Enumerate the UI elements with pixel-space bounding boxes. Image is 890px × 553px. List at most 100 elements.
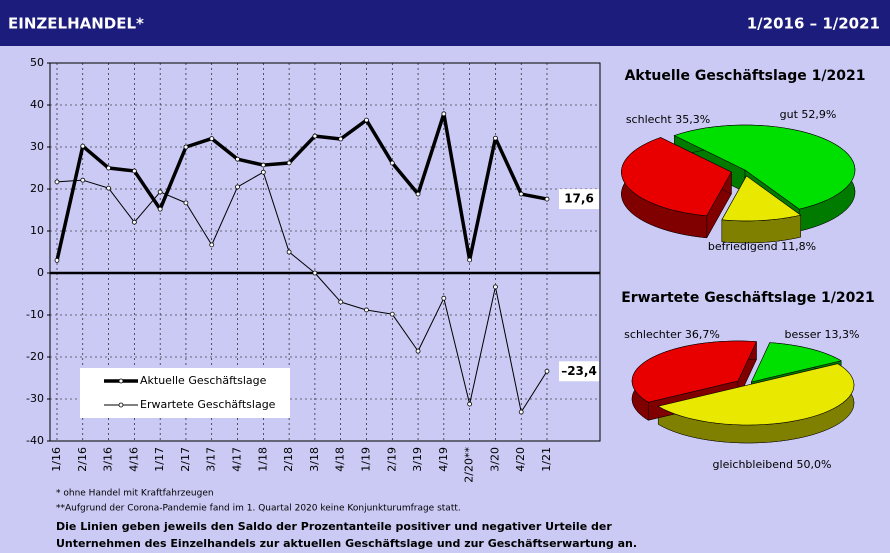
point <box>157 206 163 212</box>
point <box>183 200 189 206</box>
y-tick-label: 50 <box>30 56 44 69</box>
point <box>54 179 60 185</box>
value-label: 17,6 <box>564 192 594 206</box>
pie-slice <box>750 342 842 383</box>
point <box>441 111 447 117</box>
y-tick-label: 20 <box>30 182 44 195</box>
x-tick-label: 2/19 <box>385 447 398 472</box>
note: Unternehmen des Einzelhandels zur aktuel… <box>56 537 637 550</box>
pie-label: besser 13,3% <box>785 328 860 341</box>
point <box>131 168 137 174</box>
point <box>235 156 240 162</box>
value-label: –23,4 <box>561 364 597 378</box>
header-title: EINZELHANDEL* <box>8 15 144 33</box>
point <box>544 368 550 374</box>
legend-box <box>80 368 290 418</box>
footnote: **Aufgrund der Corona-Pandemie fand im 1… <box>56 504 461 514</box>
x-tick-label: 2/20** <box>463 447 476 483</box>
x-tick-label: 2/17 <box>179 447 192 472</box>
series-line <box>55 112 548 262</box>
pie-slice <box>631 340 757 403</box>
pie-label-value: 52,9% <box>801 108 836 121</box>
x-tick-label: 4/20 <box>514 447 527 472</box>
pie-label-category: schlechter <box>624 328 685 341</box>
point <box>183 144 189 150</box>
x-tick-label: 2/16 <box>76 447 89 472</box>
x-tick-label: 4/16 <box>127 447 140 472</box>
pie-tops <box>631 340 855 426</box>
pie-label: befriedigend 11,8% <box>708 240 816 253</box>
y-tick-label: -20 <box>26 350 44 363</box>
x-tick-label: 4/17 <box>231 447 244 472</box>
x-tick-label: 1/19 <box>359 447 372 472</box>
pie-label-category: schlecht <box>626 113 675 126</box>
y-tick-label: 30 <box>30 140 44 153</box>
legend-label: Aktuelle Geschäftslage <box>140 374 267 387</box>
y-tick-label: 10 <box>30 224 44 237</box>
point <box>415 191 421 197</box>
pie-label-value: 36,7% <box>685 328 720 341</box>
y-tick-label: -30 <box>26 392 44 405</box>
pie-label: schlecht 35,3% <box>626 113 710 126</box>
x-tick-label: 4/19 <box>437 447 450 472</box>
x-tick-label: 3/16 <box>102 447 115 472</box>
point <box>389 311 395 317</box>
pie-slice <box>721 175 802 222</box>
point <box>467 401 473 407</box>
x-tick-label: 1/17 <box>153 447 166 472</box>
point <box>235 184 240 190</box>
x-tick-label: 4/18 <box>334 447 347 472</box>
legend-marker <box>118 378 124 384</box>
header-bar <box>0 0 890 46</box>
pie-title: Erwartete Geschäftslage 1/2021 <box>621 290 875 306</box>
series-line <box>56 171 548 413</box>
pie-label-value: 13,3% <box>825 328 860 341</box>
pie-slice <box>673 124 856 210</box>
pie-label-category: gleichbleibend <box>713 458 797 471</box>
pie-slice <box>657 363 855 426</box>
point <box>80 143 86 149</box>
pie-label-value: 35,3% <box>675 113 710 126</box>
y-tick-label: -40 <box>26 434 44 447</box>
point <box>389 160 395 166</box>
pie-title: Aktuelle Geschäftslage 1/2021 <box>625 68 866 84</box>
point <box>286 160 292 166</box>
legend-marker <box>118 402 124 408</box>
pie-label-category: gut <box>780 108 802 121</box>
pie-label-value: 50,0% <box>797 458 832 471</box>
x-tick-label: 1/18 <box>256 447 269 472</box>
pie-tops <box>621 124 856 222</box>
point <box>157 189 163 195</box>
point <box>338 299 344 305</box>
y-tick-label: 40 <box>30 98 44 111</box>
x-tick-label: 2/18 <box>282 447 295 472</box>
point <box>544 196 550 202</box>
y-tick-label: -10 <box>26 308 44 321</box>
note: Die Linien geben jeweils den Saldo der P… <box>56 520 612 533</box>
point <box>364 307 369 313</box>
pie-label-category: besser <box>785 328 825 341</box>
x-tick-label: 3/19 <box>411 447 424 472</box>
point <box>106 165 111 171</box>
pie-label: gut 52,9% <box>780 108 837 121</box>
point <box>286 249 292 255</box>
point <box>209 242 215 248</box>
y-tick-label: 0 <box>37 266 44 279</box>
point <box>467 257 473 263</box>
point <box>415 348 421 354</box>
point <box>209 136 215 142</box>
pie-label-value: 11,8% <box>781 240 816 253</box>
point <box>518 409 524 415</box>
point <box>493 284 498 290</box>
point <box>338 136 344 142</box>
pie-label: gleichbleibend 50,0% <box>713 458 832 471</box>
point <box>54 257 60 263</box>
pie-slice <box>621 137 732 217</box>
point <box>364 117 369 123</box>
point <box>441 295 447 301</box>
value-label-box <box>559 189 599 210</box>
point <box>518 191 524 197</box>
point <box>312 270 318 276</box>
x-tick-label: 1/16 <box>50 447 63 472</box>
